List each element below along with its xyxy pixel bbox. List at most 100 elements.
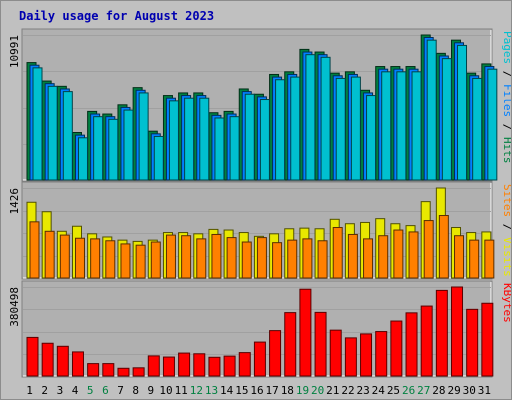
x-tick-label-day-18: 18 bbox=[281, 384, 294, 397]
x-tick-label-day-21: 21 bbox=[326, 384, 339, 397]
legend-files: Files bbox=[501, 84, 511, 117]
bar-pages-day-20 bbox=[320, 56, 331, 181]
bar-sites-day-4 bbox=[74, 237, 85, 279]
x-tick-label-day-31: 31 bbox=[478, 384, 491, 397]
bar-kbytes-day-16 bbox=[253, 341, 266, 377]
x-tick-label-day-23: 23 bbox=[357, 384, 370, 397]
bar-sites-day-23 bbox=[363, 238, 374, 279]
bar-sites-day-26 bbox=[408, 231, 419, 279]
bar-sites-day-27 bbox=[423, 220, 434, 279]
bar-kbytes-day-22 bbox=[344, 337, 357, 377]
panel-mid-legend: Sites / Visits bbox=[501, 184, 511, 277]
x-tick-label-day-12: 12 bbox=[190, 384, 203, 397]
bar-kbytes-day-14 bbox=[223, 355, 236, 377]
panel-top-ymax-label: 10991 bbox=[8, 35, 21, 68]
bar-pages-day-21 bbox=[335, 77, 346, 181]
bar-pages-day-3 bbox=[62, 91, 73, 181]
x-tick-label-day-28: 28 bbox=[432, 384, 445, 397]
bar-sites-day-9 bbox=[150, 241, 161, 279]
legend-separator: / bbox=[501, 217, 511, 237]
bar-kbytes-day-7 bbox=[117, 367, 130, 377]
x-tick-label-day-19: 19 bbox=[296, 384, 309, 397]
bar-pages-day-12 bbox=[199, 97, 210, 181]
bar-kbytes-day-9 bbox=[147, 355, 160, 377]
bar-pages-day-7 bbox=[123, 109, 134, 181]
bar-kbytes-day-11 bbox=[178, 352, 191, 377]
bar-pages-day-10 bbox=[168, 100, 179, 181]
x-tick-label-day-13: 13 bbox=[205, 384, 218, 397]
panel-bot-ymax-label: 380498 bbox=[8, 287, 21, 327]
bar-kbytes-day-1 bbox=[26, 336, 39, 377]
bar-kbytes-day-24 bbox=[375, 331, 388, 377]
bar-pages-day-31 bbox=[487, 68, 498, 181]
bar-sites-day-2 bbox=[44, 230, 55, 279]
x-tick-label-day-4: 4 bbox=[72, 384, 79, 397]
bar-kbytes-day-10 bbox=[162, 356, 175, 377]
x-tick-label-day-29: 29 bbox=[447, 384, 460, 397]
x-tick-label-day-6: 6 bbox=[102, 384, 109, 397]
x-tick-label-day-14: 14 bbox=[220, 384, 234, 397]
x-tick-label-day-8: 8 bbox=[132, 384, 139, 397]
x-tick-label-day-22: 22 bbox=[341, 384, 354, 397]
bar-sites-day-30 bbox=[469, 239, 480, 279]
bar-sites-day-14 bbox=[226, 237, 237, 279]
bar-pages-day-1 bbox=[32, 67, 43, 181]
bar-sites-day-12 bbox=[196, 238, 207, 279]
legend-kbytes: KBytes bbox=[501, 283, 511, 323]
bar-sites-day-16 bbox=[256, 237, 267, 279]
bar-kbytes-day-25 bbox=[390, 320, 403, 377]
bar-sites-day-11 bbox=[181, 235, 192, 279]
legend-hits: Hits bbox=[501, 137, 511, 164]
bar-sites-day-25 bbox=[393, 229, 404, 279]
panel-mid-ymax-label: 1426 bbox=[8, 188, 21, 215]
bar-sites-day-20 bbox=[317, 240, 328, 279]
bar-sites-day-21 bbox=[332, 227, 343, 279]
bar-kbytes-day-5 bbox=[87, 363, 100, 377]
bar-pages-day-23 bbox=[366, 95, 377, 181]
bar-sites-day-18 bbox=[287, 239, 298, 279]
legend-sites: Sites bbox=[501, 184, 511, 217]
bar-pages-day-13 bbox=[214, 117, 225, 181]
bar-kbytes-day-27 bbox=[420, 305, 433, 377]
bar-sites-day-22 bbox=[347, 233, 358, 279]
bar-pages-day-2 bbox=[47, 85, 58, 181]
bar-kbytes-day-8 bbox=[132, 367, 145, 377]
bar-kbytes-day-3 bbox=[56, 345, 69, 377]
bar-sites-day-13 bbox=[211, 233, 222, 279]
bar-pages-day-19 bbox=[305, 54, 316, 181]
bar-pages-day-8 bbox=[138, 92, 149, 181]
bar-pages-day-24 bbox=[381, 71, 392, 181]
x-tick-label-day-24: 24 bbox=[372, 384, 386, 397]
bar-kbytes-day-26 bbox=[405, 312, 418, 377]
bar-pages-day-25 bbox=[396, 71, 407, 181]
bar-pages-day-5 bbox=[93, 116, 104, 181]
x-tick-label-day-9: 9 bbox=[148, 384, 155, 397]
bar-kbytes-day-28 bbox=[435, 289, 448, 377]
bar-sites-day-19 bbox=[302, 238, 313, 279]
bar-sites-day-17 bbox=[272, 242, 283, 279]
bar-kbytes-day-2 bbox=[41, 342, 54, 377]
bar-kbytes-day-12 bbox=[193, 353, 206, 377]
bar-pages-day-22 bbox=[350, 76, 361, 181]
bar-sites-day-29 bbox=[454, 235, 465, 279]
bar-sites-day-3 bbox=[59, 234, 70, 279]
bar-sites-day-7 bbox=[120, 243, 131, 279]
legend-separator: / bbox=[501, 64, 511, 84]
bar-sites-day-28 bbox=[438, 215, 449, 279]
bar-sites-day-10 bbox=[165, 234, 176, 279]
bar-sites-day-6 bbox=[105, 240, 116, 279]
x-tick-label-day-11: 11 bbox=[175, 384, 188, 397]
bar-kbytes-day-19 bbox=[299, 288, 312, 377]
chart-title: Daily usage for August 2023 bbox=[19, 9, 214, 23]
bar-kbytes-day-21 bbox=[329, 329, 342, 377]
x-tick-label-day-7: 7 bbox=[117, 384, 124, 397]
legend-separator: / bbox=[501, 117, 511, 137]
bar-sites-day-15 bbox=[241, 241, 252, 279]
panel-top-legend: Pages / Files / Hits bbox=[501, 31, 511, 164]
bar-pages-day-16 bbox=[259, 99, 270, 181]
bar-pages-day-4 bbox=[77, 137, 88, 181]
bar-pages-day-18 bbox=[290, 76, 301, 181]
bar-pages-day-28 bbox=[441, 58, 452, 181]
